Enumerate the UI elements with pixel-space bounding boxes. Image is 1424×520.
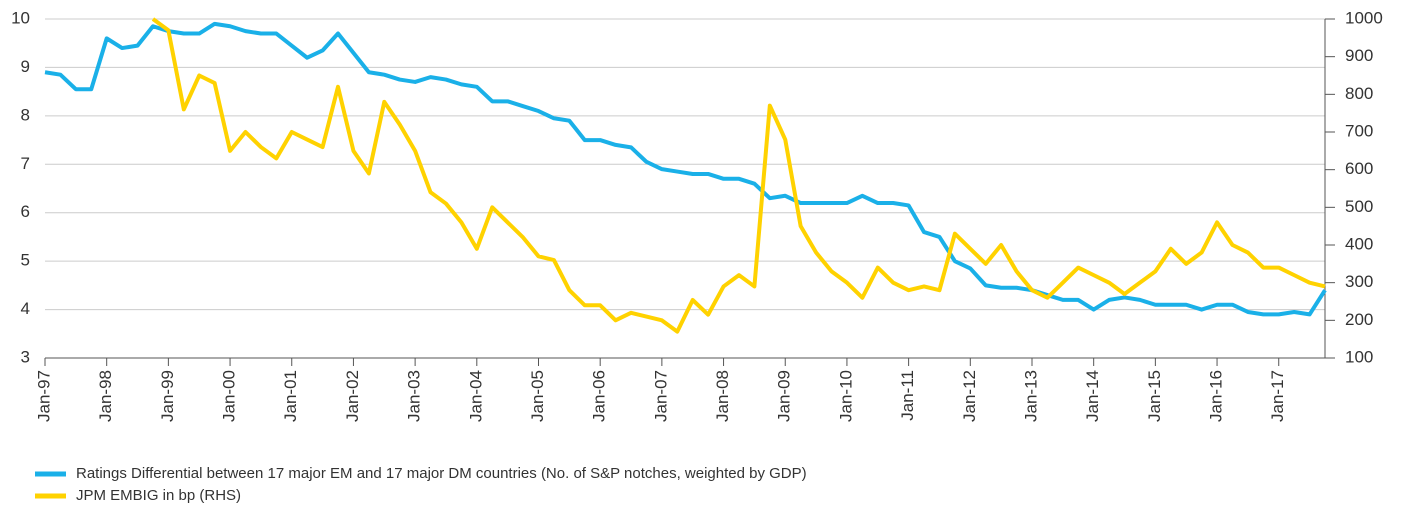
y2-tick-label: 600	[1345, 159, 1373, 178]
y-tick-label: 8	[21, 105, 30, 124]
x-tick-label: Jan-11	[898, 370, 917, 421]
x-tick-label: Jan-10	[836, 370, 855, 422]
x-tick-label: Jan-14	[1083, 370, 1102, 422]
legend-label: Ratings Differential between 17 major EM…	[76, 465, 807, 482]
x-tick-label: Jan-09	[775, 370, 794, 422]
y2-tick-label: 100	[1345, 347, 1373, 366]
x-tick-label: Jan-97	[34, 370, 53, 422]
y-tick-label: 6	[21, 202, 30, 221]
y2-tick-label: 700	[1345, 121, 1373, 140]
x-tick-label: Jan-17	[1268, 370, 1287, 422]
series-line	[151, 17, 1326, 334]
y2-tick-label: 1000	[1345, 8, 1383, 27]
legend-label: JPM EMBIG in bp (RHS)	[76, 487, 241, 504]
y-tick-label: 3	[21, 347, 30, 366]
x-tick-label: Jan-01	[281, 370, 300, 422]
y2-tick-label: 400	[1345, 234, 1373, 253]
y2-tick-label: 200	[1345, 310, 1373, 329]
y-tick-label: 10	[11, 8, 30, 27]
y2-tick-label: 300	[1345, 272, 1373, 291]
y2-tick-label: 800	[1345, 84, 1373, 103]
x-tick-label: Jan-06	[590, 370, 609, 422]
y2-tick-label: 900	[1345, 46, 1373, 65]
x-tick-label: Jan-99	[158, 370, 177, 422]
x-tick-label: Jan-07	[651, 370, 670, 422]
y-tick-label: 5	[21, 251, 30, 270]
x-tick-label: Jan-12	[960, 370, 979, 422]
y2-tick-label: 500	[1345, 197, 1373, 216]
x-tick-label: Jan-00	[220, 370, 239, 422]
series-line	[44, 21, 1327, 317]
x-tick-label: Jan-16	[1207, 370, 1226, 422]
x-tick-label: Jan-03	[405, 370, 424, 422]
x-tick-label: Jan-08	[713, 370, 732, 422]
x-tick-label: Jan-05	[528, 370, 547, 422]
x-tick-label: Jan-13	[1021, 370, 1040, 422]
y-tick-label: 7	[21, 154, 30, 173]
x-tick-label: Jan-15	[1145, 370, 1164, 422]
x-tick-label: Jan-04	[466, 370, 485, 422]
y-tick-label: 4	[21, 299, 30, 318]
x-tick-label: Jan-98	[96, 370, 115, 422]
x-tick-label: Jan-02	[343, 370, 362, 422]
y-tick-label: 9	[21, 57, 30, 76]
